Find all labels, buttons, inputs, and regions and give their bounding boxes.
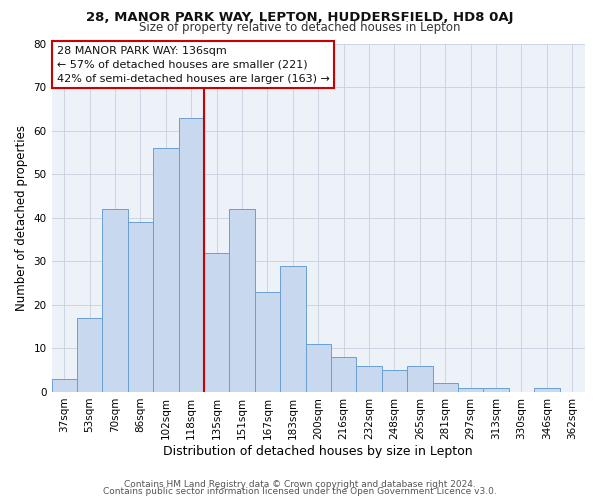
Bar <box>534 388 560 392</box>
Bar <box>103 210 128 392</box>
Bar <box>153 148 179 392</box>
X-axis label: Distribution of detached houses by size in Lepton: Distribution of detached houses by size … <box>163 444 473 458</box>
Bar <box>356 366 382 392</box>
Bar <box>407 366 433 392</box>
Bar <box>458 388 484 392</box>
Bar <box>128 222 153 392</box>
Bar <box>331 357 356 392</box>
Text: Contains HM Land Registry data © Crown copyright and database right 2024.: Contains HM Land Registry data © Crown c… <box>124 480 476 489</box>
Bar <box>77 318 103 392</box>
Bar <box>484 388 509 392</box>
Bar <box>179 118 204 392</box>
Bar <box>229 210 255 392</box>
Bar <box>280 266 305 392</box>
Y-axis label: Number of detached properties: Number of detached properties <box>15 125 28 311</box>
Bar <box>305 344 331 392</box>
Bar <box>204 253 229 392</box>
Text: 28, MANOR PARK WAY, LEPTON, HUDDERSFIELD, HD8 0AJ: 28, MANOR PARK WAY, LEPTON, HUDDERSFIELD… <box>86 11 514 24</box>
Bar <box>255 292 280 392</box>
Text: Size of property relative to detached houses in Lepton: Size of property relative to detached ho… <box>139 22 461 35</box>
Bar <box>52 379 77 392</box>
Bar <box>382 370 407 392</box>
Text: 28 MANOR PARK WAY: 136sqm
← 57% of detached houses are smaller (221)
42% of semi: 28 MANOR PARK WAY: 136sqm ← 57% of detac… <box>57 46 330 84</box>
Text: Contains public sector information licensed under the Open Government Licence v3: Contains public sector information licen… <box>103 487 497 496</box>
Bar <box>433 384 458 392</box>
